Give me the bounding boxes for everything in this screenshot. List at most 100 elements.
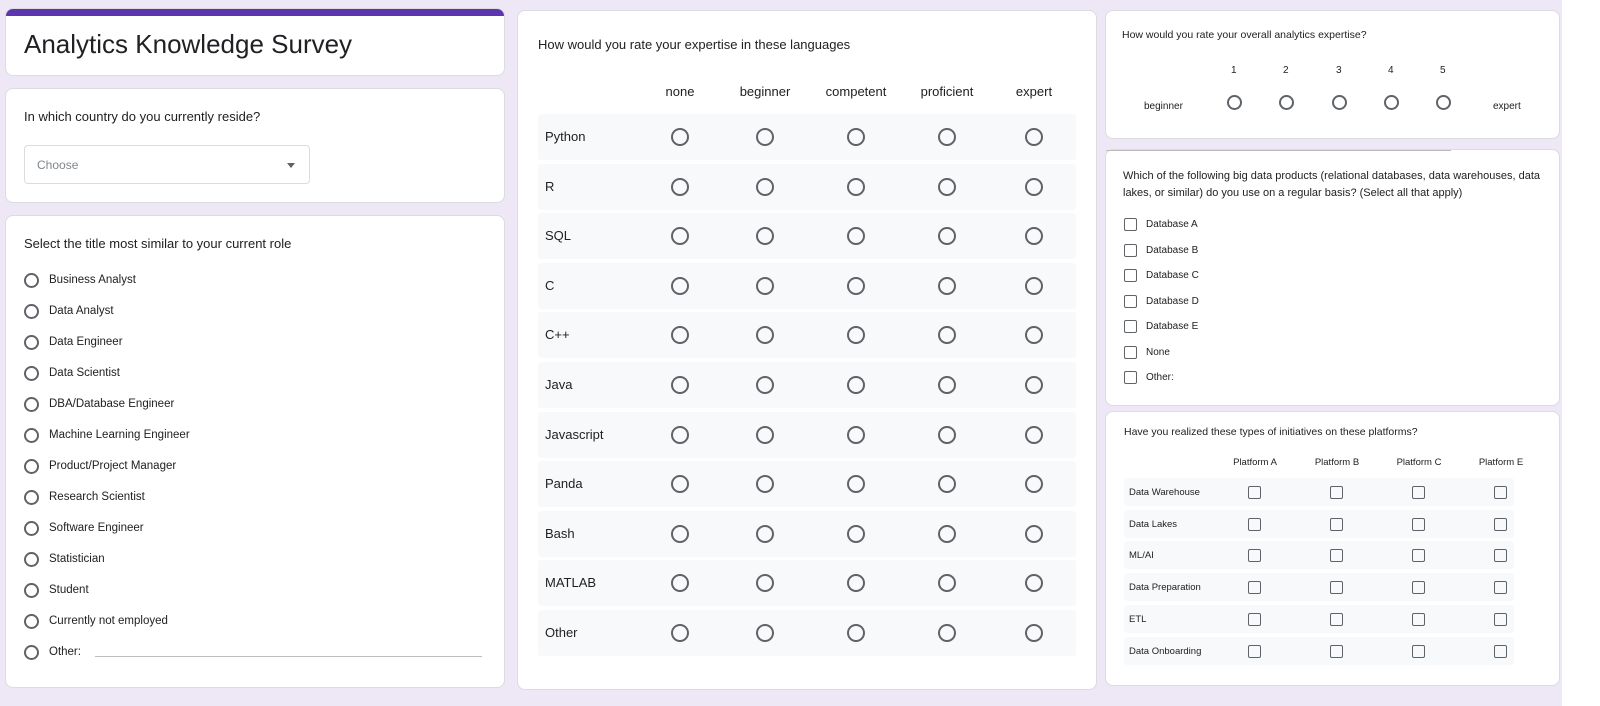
radio-button[interactable]: [1025, 128, 1043, 146]
radio-button[interactable]: [847, 475, 865, 494]
role-option[interactable]: Business Analyst: [24, 270, 136, 290]
radio-button[interactable]: [24, 272, 39, 288]
checkbox[interactable]: [1494, 581, 1507, 595]
radio-button[interactable]: [1384, 95, 1399, 110]
other-text-input[interactable]: [1106, 150, 1451, 151]
checkbox[interactable]: [1412, 644, 1425, 658]
radio-button[interactable]: [1332, 95, 1347, 110]
checkbox[interactable]: [1494, 612, 1507, 626]
radio-button[interactable]: [24, 551, 39, 567]
radio-button[interactable]: [1025, 425, 1043, 444]
radio-button[interactable]: [1227, 95, 1242, 110]
radio-button[interactable]: [938, 128, 956, 146]
checkbox[interactable]: [1494, 517, 1507, 531]
radio-button[interactable]: [756, 376, 774, 394]
checkbox[interactable]: [1124, 269, 1137, 282]
radio-button[interactable]: [847, 177, 865, 196]
radio-button[interactable]: [847, 376, 865, 394]
radio-button[interactable]: [671, 276, 689, 295]
role-option[interactable]: Student: [24, 580, 89, 600]
checkbox[interactable]: [1124, 345, 1137, 359]
radio-button[interactable]: [756, 574, 774, 593]
role-option[interactable]: Data Analyst: [24, 301, 114, 321]
radio-button[interactable]: [847, 227, 865, 246]
radio-button[interactable]: [671, 128, 689, 146]
role-option[interactable]: Research Scientist: [24, 487, 145, 507]
radio-button[interactable]: [671, 624, 689, 642]
checkbox[interactable]: [1248, 486, 1261, 499]
radio-button[interactable]: [1279, 95, 1294, 110]
checkbox[interactable]: [1494, 644, 1507, 658]
checkbox[interactable]: [1494, 549, 1507, 563]
radio-button[interactable]: [1025, 624, 1043, 642]
radio-button[interactable]: [1025, 475, 1043, 494]
checkbox[interactable]: [1330, 581, 1343, 595]
radio-button[interactable]: [24, 427, 39, 443]
radio-button[interactable]: [671, 524, 689, 543]
radio-button[interactable]: [1025, 524, 1043, 543]
checkbox[interactable]: [1124, 294, 1137, 308]
radio-button[interactable]: [1436, 95, 1451, 110]
radio-button[interactable]: [938, 475, 956, 494]
checkbox[interactable]: [1494, 486, 1507, 499]
radio-button[interactable]: [847, 326, 865, 345]
radio-button[interactable]: [847, 425, 865, 444]
checkbox[interactable]: [1330, 517, 1343, 531]
checkbox[interactable]: [1412, 581, 1425, 595]
radio-button[interactable]: [756, 177, 774, 196]
checkbox[interactable]: [1248, 644, 1261, 658]
radio-button[interactable]: [24, 489, 39, 505]
radio-button[interactable]: [756, 425, 774, 444]
radio-button[interactable]: [671, 376, 689, 394]
checkbox[interactable]: [1248, 581, 1261, 595]
radio-button[interactable]: [671, 475, 689, 494]
role-option[interactable]: Statistician: [24, 549, 105, 569]
radio-button[interactable]: [1025, 177, 1043, 196]
radio-button[interactable]: [24, 334, 39, 350]
radio-button[interactable]: [938, 276, 956, 295]
country-select[interactable]: Choose: [24, 145, 310, 184]
role-option[interactable]: Other:: [24, 642, 482, 662]
radio-button[interactable]: [756, 326, 774, 345]
radio-button[interactable]: [671, 177, 689, 196]
checkbox[interactable]: [1248, 612, 1261, 626]
checkbox[interactable]: [1330, 644, 1343, 658]
checkbox[interactable]: [1412, 486, 1425, 499]
role-option[interactable]: Machine Learning Engineer: [24, 425, 190, 445]
radio-button[interactable]: [938, 177, 956, 196]
checkbox[interactable]: [1412, 517, 1425, 531]
checkbox[interactable]: [1248, 549, 1261, 563]
radio-button[interactable]: [671, 425, 689, 444]
radio-button[interactable]: [24, 365, 39, 381]
radio-button[interactable]: [938, 376, 956, 394]
radio-button[interactable]: [671, 227, 689, 246]
radio-button[interactable]: [24, 582, 39, 598]
other-text-input[interactable]: [95, 656, 482, 657]
radio-button[interactable]: [671, 574, 689, 593]
checkbox[interactable]: [1412, 549, 1425, 563]
role-option[interactable]: Software Engineer: [24, 518, 144, 538]
checkbox[interactable]: [1330, 612, 1343, 626]
radio-button[interactable]: [756, 524, 774, 543]
radio-button[interactable]: [756, 475, 774, 494]
radio-button[interactable]: [1025, 574, 1043, 593]
role-option[interactable]: DBA/Database Engineer: [24, 394, 174, 414]
checkbox[interactable]: [1124, 320, 1137, 333]
radio-button[interactable]: [1025, 276, 1043, 295]
radio-button[interactable]: [24, 396, 39, 412]
radio-button[interactable]: [847, 128, 865, 146]
radio-button[interactable]: [756, 128, 774, 146]
radio-button[interactable]: [938, 227, 956, 246]
checkbox[interactable]: [1124, 371, 1137, 384]
radio-button[interactable]: [1025, 326, 1043, 345]
radio-button[interactable]: [938, 425, 956, 444]
checkbox[interactable]: [1124, 218, 1137, 231]
radio-button[interactable]: [756, 624, 774, 642]
checkbox[interactable]: [1330, 486, 1343, 499]
radio-button[interactable]: [24, 613, 39, 629]
radio-button[interactable]: [938, 574, 956, 593]
radio-button[interactable]: [756, 227, 774, 246]
role-option[interactable]: Data Engineer: [24, 332, 123, 352]
radio-button[interactable]: [24, 520, 39, 536]
radio-button[interactable]: [847, 624, 865, 642]
